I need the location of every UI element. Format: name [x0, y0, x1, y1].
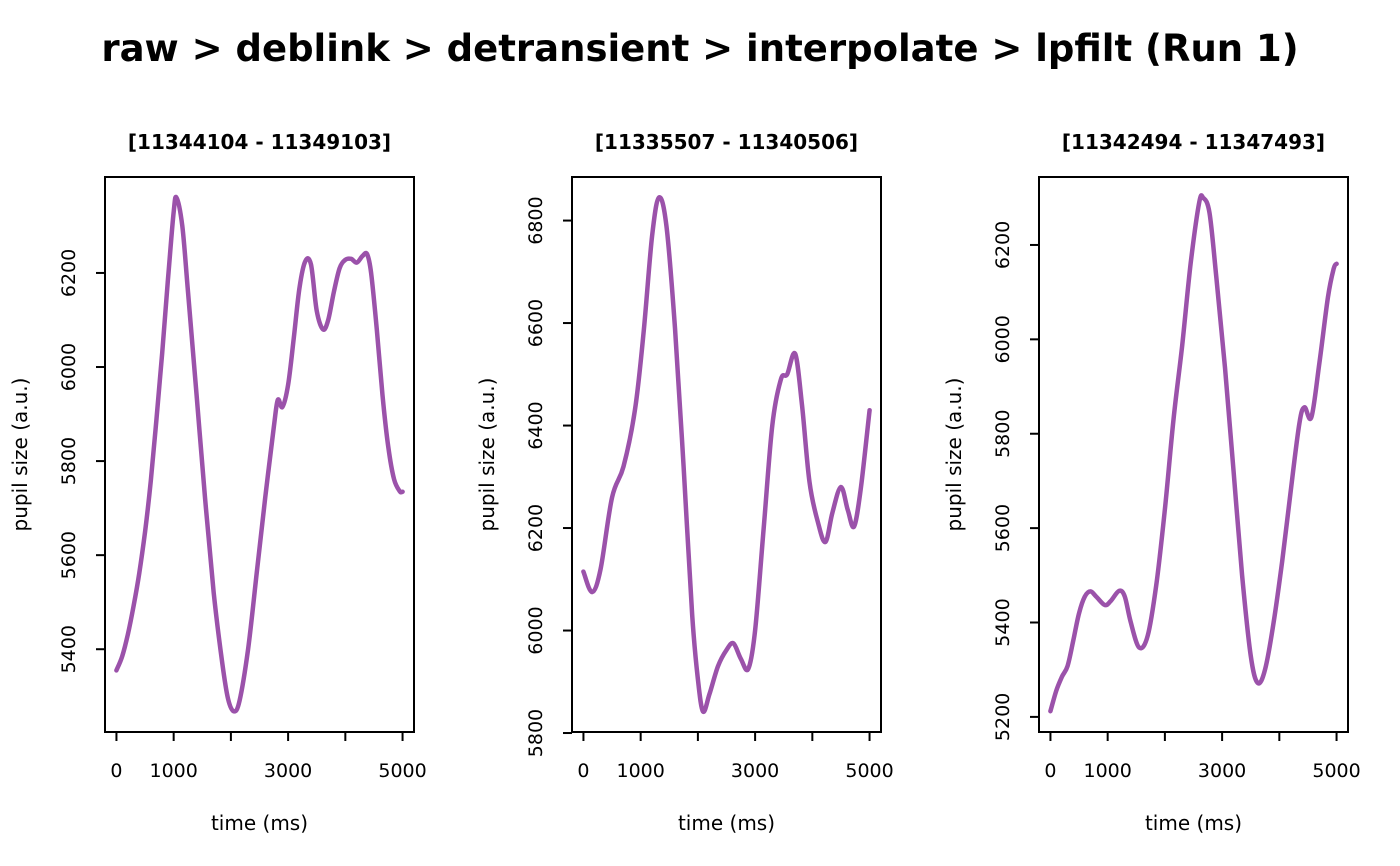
y-tick-label: 6000 — [992, 315, 1014, 363]
y-tick-label: 5400 — [992, 598, 1014, 646]
y-tick-label: 5800 — [992, 410, 1014, 458]
y-tick-label: 5200 — [992, 693, 1014, 741]
y-axis-label: pupil size (a.u.) — [8, 378, 32, 532]
y-tick-label: 5800 — [58, 437, 80, 485]
y-tick-label: 5400 — [58, 625, 80, 673]
y-tick-label: 6600 — [525, 299, 547, 347]
y-tick-label: 6200 — [58, 249, 80, 297]
subplot-title: [11335507 - 11340506] — [595, 130, 858, 154]
plot-box — [571, 176, 882, 733]
x-tick-label: 5000 — [378, 760, 426, 782]
subplot-2: [11335507 - 11340506] 0 1000 3000 5000 5800 60… — [475, 130, 894, 835]
y-tick-label: 6000 — [58, 343, 80, 391]
y-tick-label: 5600 — [992, 504, 1014, 552]
chart-row: [11344104 - 11349103] 0 1000 3000 5000 5400 56… — [0, 117, 1400, 863]
x-tick-label: 5000 — [845, 760, 893, 782]
y-tick-label: 6200 — [992, 221, 1014, 269]
x-axis-label: time (ms) — [211, 811, 308, 835]
plot-box — [1038, 176, 1349, 733]
y-tick-label: 5600 — [58, 531, 80, 579]
pupil-size-trace — [114, 194, 405, 714]
subplot-title: [11342494 - 11347493] — [1062, 130, 1325, 154]
y-tick-label: 5800 — [525, 709, 547, 757]
subplot-3: [11342494 - 11347493] 0 1000 3000 5000 5200 54… — [942, 130, 1361, 835]
y-tick-label: 6000 — [525, 606, 547, 654]
x-tick-label: 1000 — [616, 760, 664, 782]
x-axis-label: time (ms) — [1145, 811, 1242, 835]
page-title: raw > deblink > detransient > interpolat… — [101, 27, 1299, 70]
x-tick-label: 1000 — [149, 760, 197, 782]
x-tick-label: 3000 — [731, 760, 779, 782]
x-tick-label: 5000 — [1312, 760, 1360, 782]
x-tick-label: 0 — [1044, 760, 1056, 782]
x-tick-label: 1000 — [1083, 760, 1131, 782]
plot-box — [104, 176, 415, 733]
subplot-title: [11344104 - 11349103] — [128, 130, 391, 154]
pupil-size-trace — [1048, 193, 1339, 714]
y-tick-label: 6800 — [525, 196, 547, 244]
y-tick-label: 6200 — [525, 504, 547, 552]
y-axis-label: pupil size (a.u.) — [475, 378, 499, 532]
pupil-size-trace — [581, 195, 872, 715]
x-tick-label: 0 — [110, 760, 122, 782]
x-tick-label: 3000 — [1198, 760, 1246, 782]
x-tick-label: 3000 — [264, 760, 312, 782]
x-axis-label: time (ms) — [678, 811, 775, 835]
subplot-1: [11344104 - 11349103] 0 1000 3000 5000 5400 56… — [8, 130, 427, 835]
y-tick-label: 6400 — [525, 401, 547, 449]
y-axis-label: pupil size (a.u.) — [942, 378, 966, 532]
x-tick-label: 0 — [577, 760, 589, 782]
